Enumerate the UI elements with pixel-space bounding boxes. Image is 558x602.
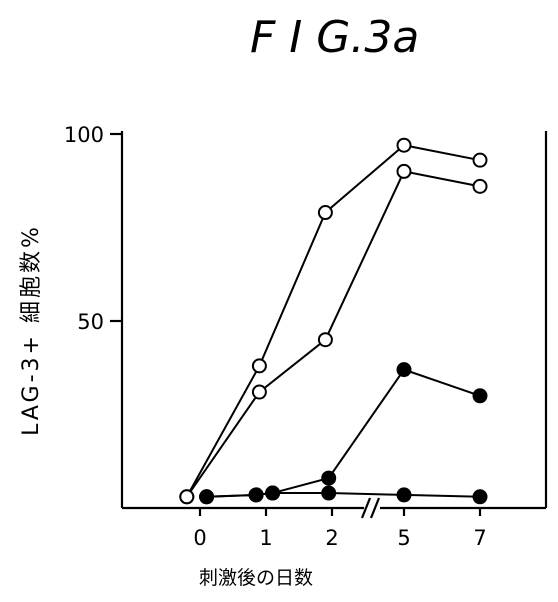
x-tick-label: 2 [325,526,338,550]
data-point [248,487,264,503]
series-line [206,492,481,498]
axis-break-slash [369,497,381,519]
y-axis-label: LAG-3+ 細胞数% [19,224,44,436]
data-point [472,489,488,505]
x-axis-label: 刺激後の日数 [199,567,313,589]
axis-break [360,497,381,519]
data-point [472,178,488,194]
data-point [321,470,337,486]
axis-break-gap [364,503,380,513]
x-tick-label: 7 [473,526,486,550]
y-ticks: 50 100 [64,123,122,334]
data-point [251,358,267,374]
data-point [396,487,412,503]
data-point [179,489,195,505]
series-line [185,170,481,498]
x-ticks: 0 1 2 5 7 [193,508,487,550]
data-point [396,163,412,179]
y-tick-label: 50 [77,310,104,334]
data-point [472,388,488,404]
chart-title: F I G.3a [250,12,419,63]
data-point [396,137,412,153]
x-tick-label: 1 [259,526,272,550]
series-group [179,137,488,505]
data-point [317,332,333,348]
data-point [396,362,412,378]
axes [120,131,548,510]
x-tick-label: 5 [397,526,410,550]
data-point [251,384,267,400]
data-point [472,152,488,168]
axis-break-slash [360,497,372,519]
data-point [199,489,215,505]
y-tick-label: 100 [64,123,104,147]
data-point [321,485,337,501]
data-point [265,485,281,501]
x-tick-label: 0 [193,526,206,550]
data-point [317,205,333,221]
